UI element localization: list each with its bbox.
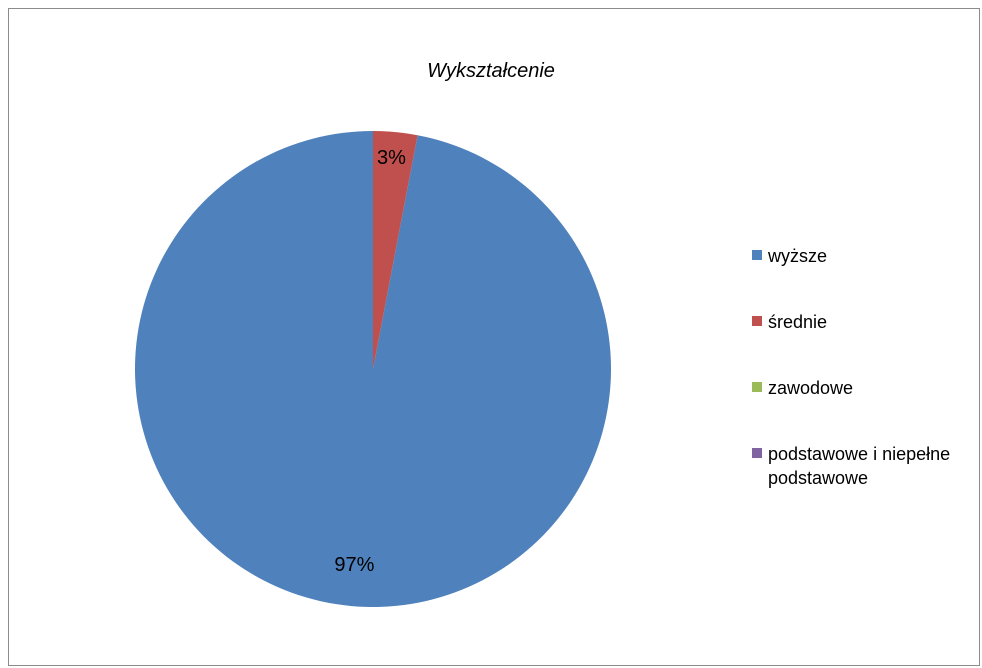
legend-swatch-podstawowe — [752, 448, 762, 458]
pie-slice-srednie — [373, 131, 418, 369]
legend-item-wyzsze: wyższe — [752, 244, 982, 268]
legend-label-podstawowe: podstawowe i niepełne podstawowe — [768, 444, 951, 488]
slice-label-srednie: 3% — [377, 147, 406, 169]
legend-swatch-zawodowe — [752, 382, 762, 392]
legend-label-wyzsze: wyższe — [768, 246, 828, 266]
legend-item-podstawowe: podstawowe i niepełne podstawowe — [752, 442, 982, 490]
legend-label-zawodowe: zawodowe — [768, 378, 854, 398]
chart-title: Wykształcenie — [427, 60, 555, 82]
legend-swatch-srednie — [752, 316, 762, 326]
pie-slice-wyzsze — [135, 131, 612, 607]
slice-label-wyzsze: 97% — [334, 554, 374, 576]
legend-item-zawodowe: zawodowe — [752, 376, 982, 400]
legend-label-srednie: średnie — [768, 312, 828, 332]
legend-swatch-wyzsze — [752, 250, 762, 260]
legend: wyższe średnie zawodowe podstawowe i nie… — [752, 244, 982, 490]
legend-item-srednie: średnie — [752, 310, 982, 334]
